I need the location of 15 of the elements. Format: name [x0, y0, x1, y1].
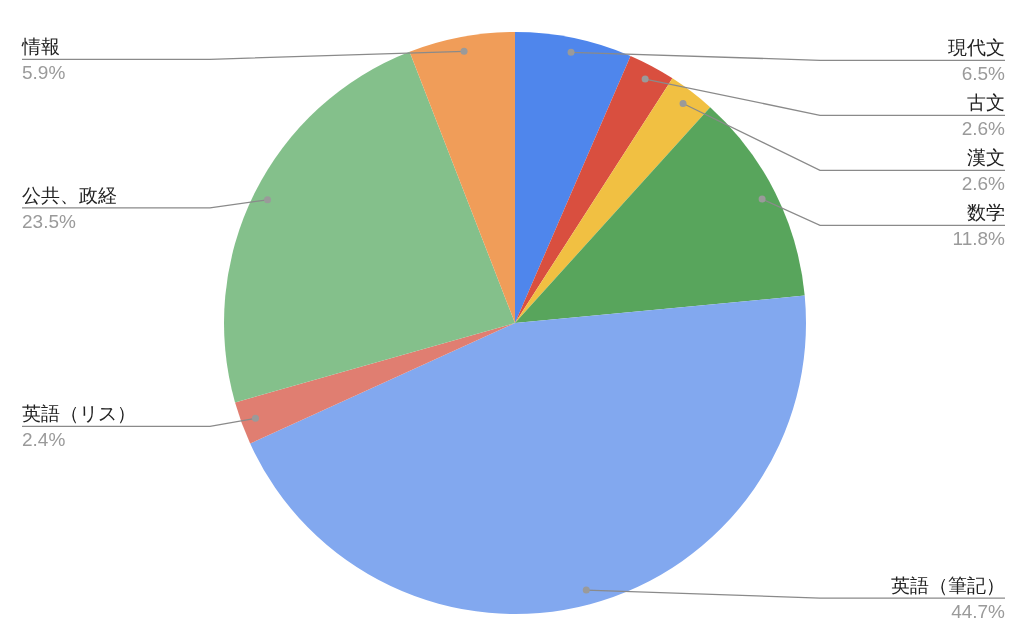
data-label: 44.7%	[951, 601, 1006, 623]
data-label: 2.6%	[961, 118, 1006, 140]
data-label: 23.5%	[22, 210, 76, 232]
data-label: 2.6%	[961, 173, 1006, 195]
slice-label: 古文	[967, 92, 1005, 114]
data-label: 11.8%	[952, 228, 1006, 250]
data-label: 2.4%	[22, 429, 66, 451]
slice-label: 現代文	[948, 37, 1005, 59]
slice-label: 公共、政経	[22, 184, 117, 206]
slice-label: 英語（リス）	[22, 403, 136, 425]
slice-label: 英語（筆記）	[891, 575, 1005, 597]
slice-label: 漢文	[967, 147, 1005, 169]
slice-label: 数学	[967, 202, 1005, 224]
slice-label: 情報	[21, 36, 60, 58]
data-label: 5.9%	[22, 62, 66, 84]
